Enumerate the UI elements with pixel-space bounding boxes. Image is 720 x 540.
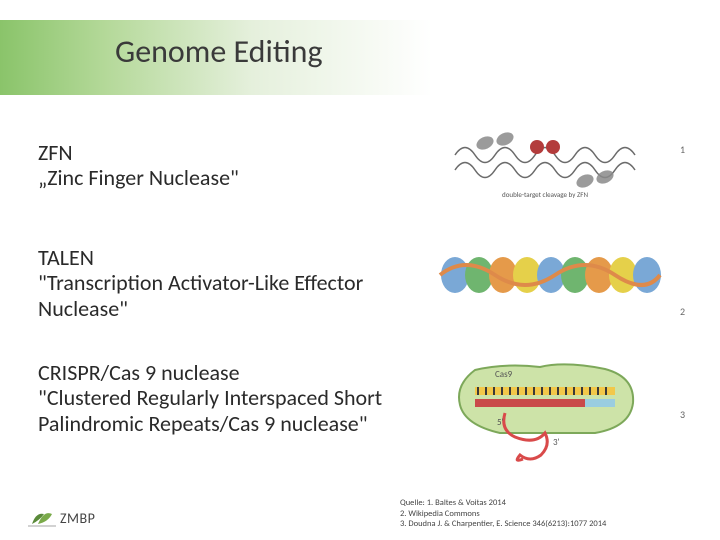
item-talen: TALEN "Transcription Activator-Like Effe… (38, 245, 408, 321)
svg-text:double-target cleavage by ZFN: double-target cleavage by ZFN (502, 190, 588, 199)
header-gradient-band (0, 20, 720, 95)
page-title: Genome Editing (115, 32, 323, 71)
svg-text:3': 3' (553, 437, 560, 448)
item-full: „Zinc Finger Nuclease" (38, 165, 408, 190)
ref-marker: 1 (680, 143, 685, 156)
item-abbrev: TALEN (38, 245, 408, 270)
item-crispr: CRISPR/Cas 9 nuclease "Clustered Regular… (38, 360, 408, 436)
sources-block: Quelle: 1. Baltes & Voitas 2014 2. Wikip… (400, 498, 606, 530)
svg-text:Cas9: Cas9 (495, 369, 513, 380)
ref-marker: 2 (680, 305, 685, 318)
item-full: "Transcription Activator-Like Effector N… (38, 270, 408, 321)
footer-logo-text: ZMBP (60, 510, 95, 527)
figure-crispr: Cas9 5' 3' (445, 355, 645, 470)
source-line: 3. Doudna J. & Charpentier, E. Science 3… (400, 519, 606, 529)
item-full: "Clustered Regularly Interspaced Short P… (38, 385, 408, 436)
sources-prefix: Quelle: (400, 498, 425, 508)
item-abbrev: ZFN (38, 140, 408, 165)
source-line: 2. Wikipedia Commons (400, 509, 480, 519)
figure-zfn: double-target cleavage by ZFN (445, 125, 645, 210)
figure-talen (435, 235, 635, 320)
item-abbrev: CRISPR/Cas 9 nuclease (38, 360, 408, 385)
svg-text:5': 5' (497, 417, 504, 428)
leaf-icon (28, 508, 56, 528)
item-zfn: ZFN „Zinc Finger Nuclease" (38, 140, 408, 191)
ref-marker: 3 (680, 408, 685, 421)
source-line: 1. Baltes & Voitas 2014 (427, 498, 506, 508)
footer-logo: ZMBP (28, 508, 95, 528)
